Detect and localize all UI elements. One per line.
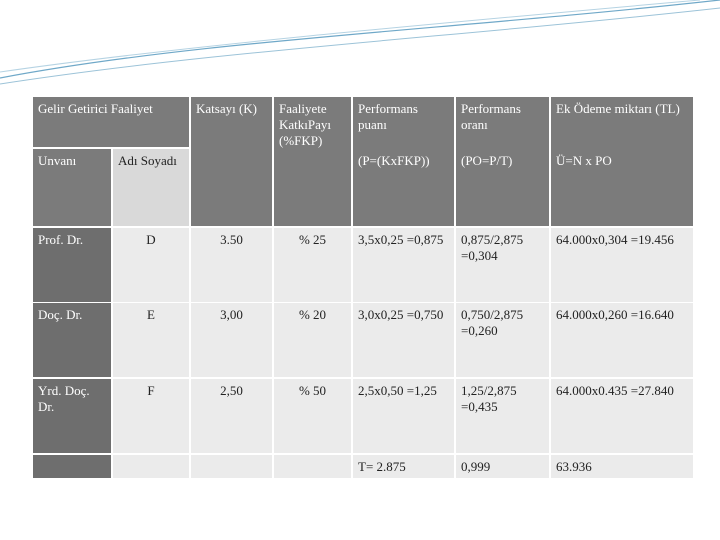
table-cell: 3,5x0,25 =0,875: [352, 227, 455, 303]
empty-cell: [273, 454, 352, 479]
table-cell: 3,0x0,25 =0,750: [352, 302, 455, 378]
table-cell: % 50: [273, 378, 352, 454]
empty-cell: [32, 454, 112, 479]
header-cell: Performans oranı (PO=P/T): [455, 96, 550, 227]
table-cell: F: [112, 378, 190, 454]
header-cell: Katsayı (K): [190, 96, 273, 227]
table-cell: 0,750/2,875 =0,260: [455, 302, 550, 378]
header-text: (P=(KxFKP)): [358, 153, 430, 168]
table-cell: 2,5x0,50 =1,25: [352, 378, 455, 454]
header-cell: Faaliyete KatkıPayı (%FKP): [273, 96, 352, 227]
header-text: (PO=P/T): [461, 153, 513, 168]
table-cell: D: [112, 227, 190, 303]
table-cell: 0,875/2,875 =0,304: [455, 227, 550, 303]
header-text: Performans puanı: [358, 101, 418, 132]
header-cell: Unvanı: [32, 148, 112, 227]
group-header: Gelir Getirici Faaliyet: [32, 96, 190, 148]
table-cell: E: [112, 302, 190, 378]
table-cell: % 20: [273, 302, 352, 378]
header-text: Ek Ödeme miktarı (TL): [556, 101, 680, 116]
table-cell: Prof. Dr.: [32, 227, 112, 303]
table-cell: 3,00: [190, 302, 273, 378]
header-cell: Ek Ödeme miktarı (TL) Ü=N x PO: [550, 96, 694, 227]
swoosh: [0, 0, 701, 73]
table-cell: 2,50: [190, 378, 273, 454]
table-cell: Yrd. Doç. Dr.: [32, 378, 112, 454]
table-cell: % 25: [273, 227, 352, 303]
table-cell: 0,999: [455, 454, 550, 479]
swoosh: [0, 0, 720, 79]
table-cell: Doç. Dr.: [32, 302, 112, 378]
table-cell: 64.000x0,260 =16.640: [550, 302, 694, 378]
header-text: Performans oranı: [461, 101, 521, 132]
decoration: [0, 0, 720, 85]
table-cell: T= 2.875: [352, 454, 455, 479]
empty-cell: [190, 454, 273, 479]
empty-cell: [112, 454, 190, 479]
header-text: Ü=N x PO: [556, 153, 612, 168]
table-cell: 3.50: [190, 227, 273, 303]
header-cell: Adı Soyadı: [112, 148, 190, 227]
table-cell: 64.000x0,304 =19.456: [550, 227, 694, 303]
table-cell: 1,25/2,875 =0,435: [455, 378, 550, 454]
header-cell: Performans puanı (P=(KxFKP)): [352, 96, 455, 227]
table-cell: 63.936: [550, 454, 694, 479]
table-cell: 64.000x0.435 =27.840: [550, 378, 694, 454]
swoosh: [0, 7, 720, 85]
